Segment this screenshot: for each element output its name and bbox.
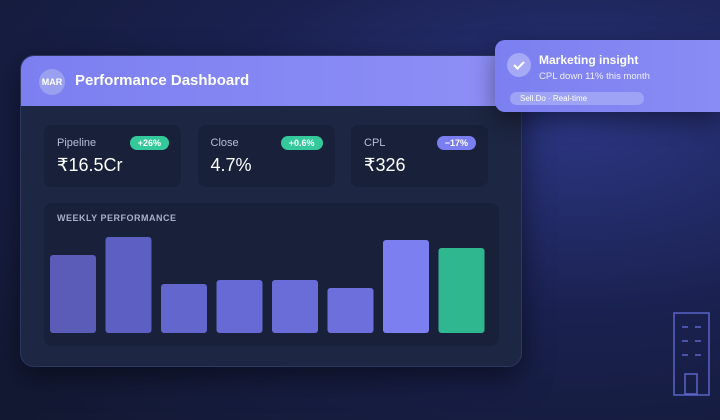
kpi-label: Pipeline <box>57 137 97 149</box>
bar <box>327 288 374 333</box>
bar <box>383 240 429 333</box>
kpi-delta: −17% <box>436 136 476 150</box>
kpi-card: CPL ₹326 −17% <box>351 125 488 187</box>
chart-title: WEEKLY PERFORMANCE <box>57 213 177 223</box>
kpi-label: Close <box>210 137 239 149</box>
notification-tag: Sell.Do · Real-time <box>510 92 644 105</box>
bar <box>161 284 207 333</box>
chart-panel: WEEKLY PERFORMANCE <box>44 203 499 346</box>
bar <box>216 280 263 333</box>
kpi-delta: +26% <box>129 136 169 150</box>
kpi-label: CPL <box>364 137 386 149</box>
title: Performance Dashboard <box>75 72 250 89</box>
check-icon <box>507 53 531 77</box>
bar <box>438 248 485 333</box>
kpi-delta: +0.6% <box>280 136 323 150</box>
notification[interactable]: Marketing insight CPL down 11% this mont… <box>495 40 720 112</box>
dashboard-card: MAR Performance Dashboard WEEKLY PERFORM… <box>20 55 522 367</box>
kpi-card: Close 4.7% +0.6% <box>197 125 335 187</box>
bar <box>105 237 152 333</box>
bar <box>272 280 318 333</box>
kpi-card: Pipeline ₹16.5Cr +26% <box>44 125 181 187</box>
notification-text: CPL down 11% this month <box>539 71 650 82</box>
kpi-value: 4.7% <box>210 155 252 175</box>
building-icon <box>673 312 710 396</box>
kpi-value: ₹16.5Cr <box>57 155 123 175</box>
chart <box>50 237 485 333</box>
kpi-value: ₹326 <box>364 155 406 175</box>
notification-title: Marketing insight <box>539 53 639 67</box>
bar <box>50 255 96 333</box>
badge: MAR <box>39 69 65 95</box>
header: MAR Performance Dashboard <box>21 56 521 106</box>
